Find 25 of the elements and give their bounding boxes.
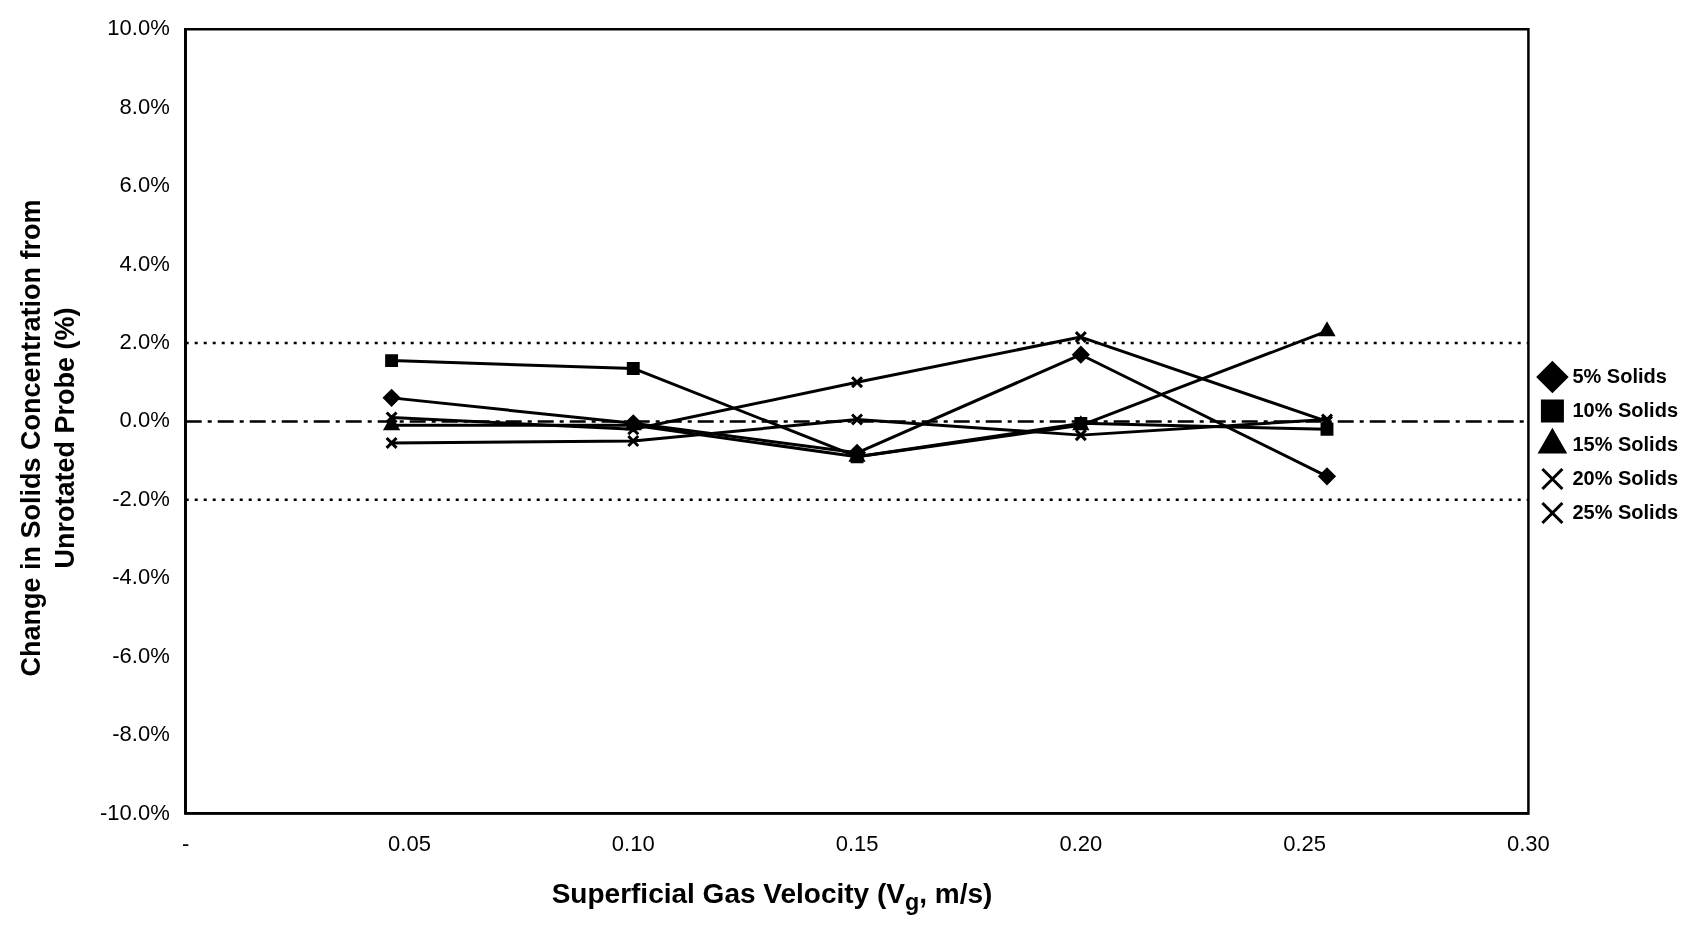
x-tick-label: 0.25: [1283, 830, 1327, 856]
y-tick-label: -10.0%: [99, 799, 170, 825]
y-tick-label: 10.0%: [107, 15, 170, 41]
legend-label: 15% Solids: [1572, 432, 1679, 455]
x-tick-label: 0.15: [835, 830, 879, 856]
legend-label: 20% Solids: [1572, 466, 1679, 489]
y-tick-label: 4.0%: [119, 250, 170, 276]
y-tick-label: 0.0%: [119, 407, 170, 433]
x-tick-label: 0.05: [388, 830, 431, 856]
x-tick-label: 0.30: [1506, 830, 1550, 856]
y-tick-label: -4.0%: [112, 564, 170, 590]
y-tick-label: 8.0%: [119, 93, 170, 119]
x-axis-title: Superficial Gas Velocity (V$_{g}$, m/s): [550, 878, 994, 916]
y-tick-label: 6.0%: [119, 172, 170, 198]
y-tick-label: 2.0%: [119, 329, 170, 355]
x-tick-label: 0.10: [611, 830, 655, 856]
x-tick-label: 0.20: [1059, 830, 1103, 856]
legend-label: 10% Solids: [1572, 398, 1679, 421]
y-tick-label: -8.0%: [112, 721, 170, 747]
y-tick-label: -2.0%: [112, 485, 170, 511]
legend-label: 5% Solids: [1572, 364, 1667, 387]
x-tick-label: -: [182, 830, 190, 856]
legend-label: 25% Solids: [1572, 500, 1679, 523]
y-axis-title: Change in Solids Concentration from Unrotated Probe (%): [15, 198, 81, 679]
y-tick-label: -6.0%: [112, 642, 170, 668]
